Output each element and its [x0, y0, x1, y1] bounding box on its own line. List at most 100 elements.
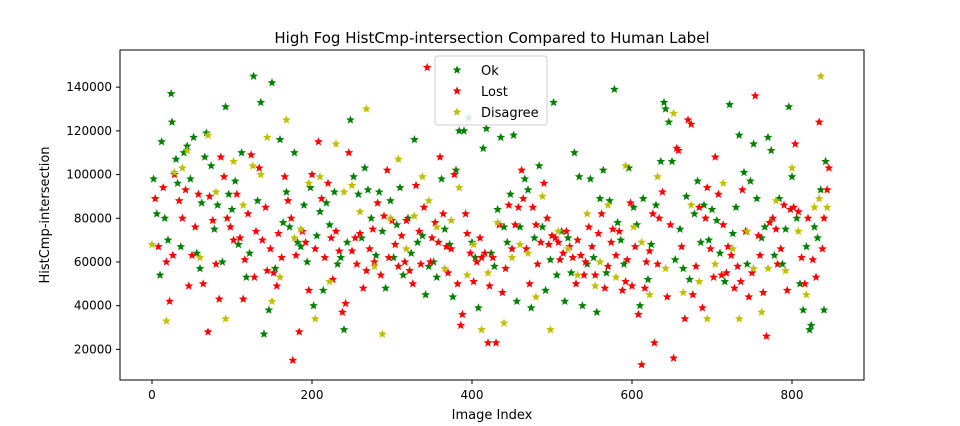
point-lost — [669, 353, 678, 362]
point-ok — [675, 224, 685, 233]
point-disagree — [554, 226, 563, 236]
point-ok — [333, 259, 342, 268]
point-lost — [362, 266, 371, 275]
point-lost — [718, 220, 728, 229]
point-ok — [330, 187, 339, 196]
point-lost — [773, 259, 782, 268]
x-tick-label: 200 — [301, 388, 324, 402]
point-lost — [446, 244, 456, 253]
point-ok — [354, 189, 363, 198]
point-lost — [402, 215, 411, 225]
point-lost — [240, 255, 250, 264]
point-lost — [706, 244, 715, 253]
point-ok — [624, 163, 634, 172]
point-lost — [573, 235, 582, 244]
point-disagree — [749, 263, 758, 273]
point-lost — [510, 220, 520, 229]
point-lost — [435, 152, 445, 161]
point-lost — [187, 250, 197, 260]
point-lost — [653, 259, 662, 268]
point-ok — [224, 189, 234, 198]
point-lost — [822, 185, 832, 194]
point-lost — [461, 209, 470, 218]
point-lost — [528, 202, 538, 212]
point-lost — [405, 266, 414, 275]
y-axis-ticks: 20000 40000 60000 80000 100000 120000 140000 — [66, 80, 120, 356]
point-ok — [424, 261, 434, 271]
point-lost — [517, 165, 526, 174]
point-ok — [218, 257, 227, 266]
point-ok — [602, 268, 611, 277]
point-lost — [603, 261, 613, 271]
point-lost — [811, 272, 821, 282]
point-ok — [403, 213, 413, 222]
point-disagree — [304, 178, 314, 188]
point-lost — [331, 226, 341, 236]
point-ok — [605, 196, 614, 205]
point-lost — [824, 163, 834, 172]
point-ok — [704, 235, 714, 244]
point-lost — [350, 233, 360, 242]
point-lost — [453, 279, 462, 288]
point-disagree — [546, 325, 555, 334]
point-ok — [486, 248, 496, 257]
point-lost — [301, 237, 310, 247]
point-ok — [306, 183, 315, 192]
point-ok — [478, 143, 488, 153]
point-lost — [352, 259, 362, 268]
point-disagree — [603, 200, 613, 209]
point-ok — [210, 224, 219, 233]
point-ok — [336, 253, 346, 262]
point-ok — [763, 132, 773, 142]
point-ok — [421, 290, 430, 299]
point-lost — [243, 209, 253, 218]
point-lost — [677, 242, 686, 251]
point-ok — [802, 242, 811, 251]
point-lost — [370, 257, 379, 266]
point-lost — [630, 242, 640, 251]
point-ok — [309, 301, 318, 310]
point-lost — [334, 246, 344, 255]
point-lost — [379, 211, 389, 220]
point-ok — [598, 165, 608, 174]
point-lost — [814, 117, 824, 126]
point-ok — [549, 97, 558, 107]
point-ok — [221, 102, 230, 111]
point-lost — [754, 231, 763, 240]
point-ok — [413, 237, 422, 247]
point-ok — [725, 100, 734, 109]
point-ok — [202, 128, 211, 137]
point-lost — [358, 283, 368, 292]
point-lost — [226, 222, 235, 231]
point-ok — [389, 253, 398, 262]
point-lost — [672, 143, 682, 153]
y-tick-label: 80000 — [74, 211, 112, 225]
point-lost — [507, 244, 517, 253]
point-lost — [174, 196, 184, 205]
point-disagree — [757, 307, 766, 316]
point-ok — [813, 233, 822, 242]
point-lost — [544, 239, 554, 249]
point-lost — [600, 283, 610, 292]
point-lost — [621, 277, 630, 286]
point-lost — [450, 169, 459, 179]
point-disagree — [669, 108, 678, 118]
point-ok — [182, 141, 192, 150]
point-lost — [443, 268, 453, 277]
point-lost — [674, 145, 683, 155]
point-lost — [328, 274, 338, 284]
x-tick-label: 0 — [148, 388, 156, 402]
point-ok — [493, 204, 502, 214]
point-lost — [726, 250, 736, 260]
point-lost — [254, 163, 264, 172]
point-ok — [638, 194, 648, 203]
point-lost — [475, 233, 485, 242]
point-lost — [614, 226, 624, 236]
legend-marker-disagree — [452, 107, 462, 116]
point-ok — [746, 176, 755, 185]
point-lost — [645, 246, 654, 255]
point-ok — [530, 233, 539, 242]
point-lost — [438, 209, 448, 218]
point-lost — [368, 224, 378, 233]
